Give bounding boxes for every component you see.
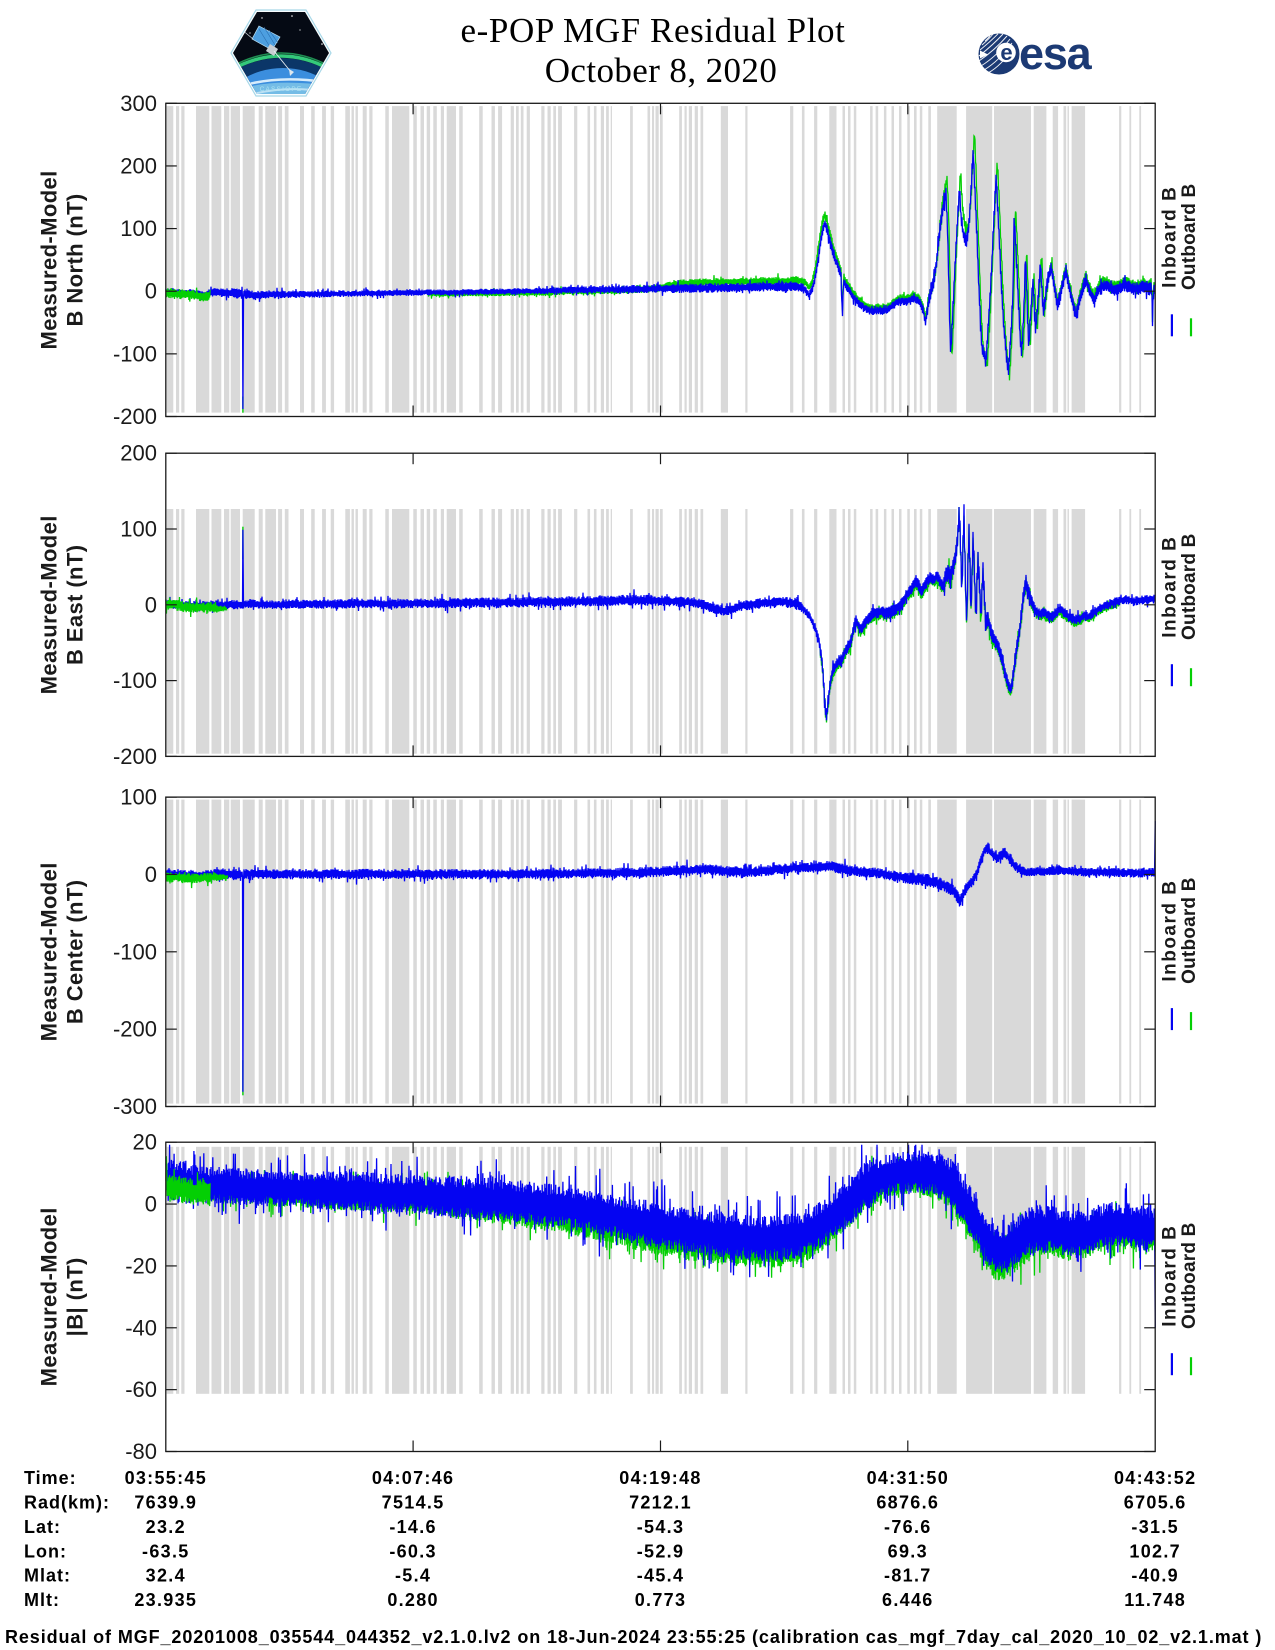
svg-text:esa: esa xyxy=(1019,28,1093,79)
svg-text:11.748: 11.748 xyxy=(1124,1590,1186,1610)
svg-text:6705.6: 6705.6 xyxy=(1124,1493,1187,1513)
svg-text:0.773: 0.773 xyxy=(635,1590,687,1610)
svg-text:03:55:45: 03:55:45 xyxy=(125,1468,207,1488)
svg-text:e-POP MGF Residual Plot: e-POP MGF Residual Plot xyxy=(461,11,846,50)
svg-text:-54.3: -54.3 xyxy=(637,1517,685,1537)
svg-text:-100: -100 xyxy=(113,668,157,693)
svg-text:B East (nT): B East (nT) xyxy=(63,545,88,666)
svg-text:7639.9: 7639.9 xyxy=(134,1493,197,1513)
svg-text:Outboard B: Outboard B xyxy=(1179,184,1200,290)
svg-text:-300: -300 xyxy=(113,1094,157,1119)
svg-text:B North (nT): B North (nT) xyxy=(63,193,88,326)
svg-text:-5.4: -5.4 xyxy=(395,1566,431,1586)
svg-text:-63.5: -63.5 xyxy=(142,1541,190,1561)
svg-text:-31.5: -31.5 xyxy=(1131,1517,1179,1537)
svg-text:Rad(km):: Rad(km): xyxy=(24,1493,110,1513)
svg-text:-45.4: -45.4 xyxy=(637,1566,685,1586)
svg-text:B Center (nT): B Center (nT) xyxy=(63,880,88,1025)
svg-text:-52.9: -52.9 xyxy=(637,1541,685,1561)
svg-text:69.3: 69.3 xyxy=(888,1541,928,1561)
svg-text:0: 0 xyxy=(145,862,157,887)
svg-text:-100: -100 xyxy=(113,341,157,366)
svg-text:200: 200 xyxy=(120,441,157,466)
svg-text:04:07:46: 04:07:46 xyxy=(372,1468,454,1488)
svg-text:0: 0 xyxy=(145,279,157,304)
svg-text:Inboard B: Inboard B xyxy=(1160,1225,1181,1327)
svg-text:Residual of MGF_20201008_03554: Residual of MGF_20201008_035544_044352_v… xyxy=(5,1627,1262,1647)
svg-text:Measured-Model: Measured-Model xyxy=(37,515,62,694)
svg-text:Inboard B: Inboard B xyxy=(1160,536,1181,638)
svg-text:-200: -200 xyxy=(113,1017,157,1042)
svg-text:-40: -40 xyxy=(125,1315,157,1340)
svg-text:100: 100 xyxy=(120,785,157,810)
svg-text:0: 0 xyxy=(145,1192,157,1217)
svg-text:-80: -80 xyxy=(125,1439,157,1464)
svg-text:Lon:: Lon: xyxy=(24,1541,67,1561)
svg-text:300: 300 xyxy=(120,91,157,116)
svg-text:October 8, 2020: October 8, 2020 xyxy=(545,51,777,90)
svg-text:100: 100 xyxy=(120,216,157,241)
svg-text:Outboard B: Outboard B xyxy=(1179,533,1200,640)
svg-text:-200: -200 xyxy=(113,404,157,429)
svg-text:04:43:52: 04:43:52 xyxy=(1114,1468,1196,1488)
svg-text:Inboard B: Inboard B xyxy=(1160,880,1181,982)
svg-text:102.7: 102.7 xyxy=(1129,1541,1181,1561)
svg-text:04:31:50: 04:31:50 xyxy=(867,1468,949,1488)
svg-text:-81.7: -81.7 xyxy=(884,1566,932,1586)
svg-text:0.280: 0.280 xyxy=(387,1590,439,1610)
svg-text:-14.6: -14.6 xyxy=(389,1517,437,1537)
svg-text:|B| (nT): |B| (nT) xyxy=(63,1257,88,1336)
svg-text:-40.9: -40.9 xyxy=(1131,1566,1179,1586)
svg-text:Lat:: Lat: xyxy=(24,1517,61,1537)
svg-text:Outboard B: Outboard B xyxy=(1179,877,1200,984)
svg-text:CASSIOPE: CASSIOPE xyxy=(260,86,303,93)
svg-text:-200: -200 xyxy=(113,744,157,769)
svg-text:100: 100 xyxy=(120,517,157,542)
svg-text:7514.5: 7514.5 xyxy=(382,1493,445,1513)
svg-text:7212.1: 7212.1 xyxy=(629,1493,692,1513)
svg-text:200: 200 xyxy=(120,153,157,178)
svg-text:6876.6: 6876.6 xyxy=(876,1493,939,1513)
svg-text:Measured-Model: Measured-Model xyxy=(37,862,62,1041)
svg-text:23.2: 23.2 xyxy=(146,1517,186,1537)
svg-text:20: 20 xyxy=(133,1130,157,1155)
svg-text:32.4: 32.4 xyxy=(146,1566,186,1586)
svg-text:Mlat:: Mlat: xyxy=(24,1566,71,1586)
svg-text:6.446: 6.446 xyxy=(882,1590,934,1610)
svg-text:-76.6: -76.6 xyxy=(884,1517,932,1537)
svg-text:-100: -100 xyxy=(113,939,157,964)
svg-text:Outboard B: Outboard B xyxy=(1179,1222,1200,1329)
svg-text:Measured-Model: Measured-Model xyxy=(37,1207,62,1386)
svg-text:-20: -20 xyxy=(125,1253,157,1278)
svg-text:e: e xyxy=(1000,40,1012,65)
svg-text:Measured-Model: Measured-Model xyxy=(37,170,62,349)
svg-text:0: 0 xyxy=(145,592,157,617)
svg-text:04:19:48: 04:19:48 xyxy=(619,1468,701,1488)
svg-text:23.935: 23.935 xyxy=(134,1590,197,1610)
svg-text:-60.3: -60.3 xyxy=(389,1541,437,1561)
svg-text:Mlt:: Mlt: xyxy=(24,1590,60,1610)
svg-text:Time:: Time: xyxy=(24,1468,77,1488)
svg-text:-60: -60 xyxy=(125,1377,157,1402)
svg-text:Inboard B: Inboard B xyxy=(1160,186,1181,288)
